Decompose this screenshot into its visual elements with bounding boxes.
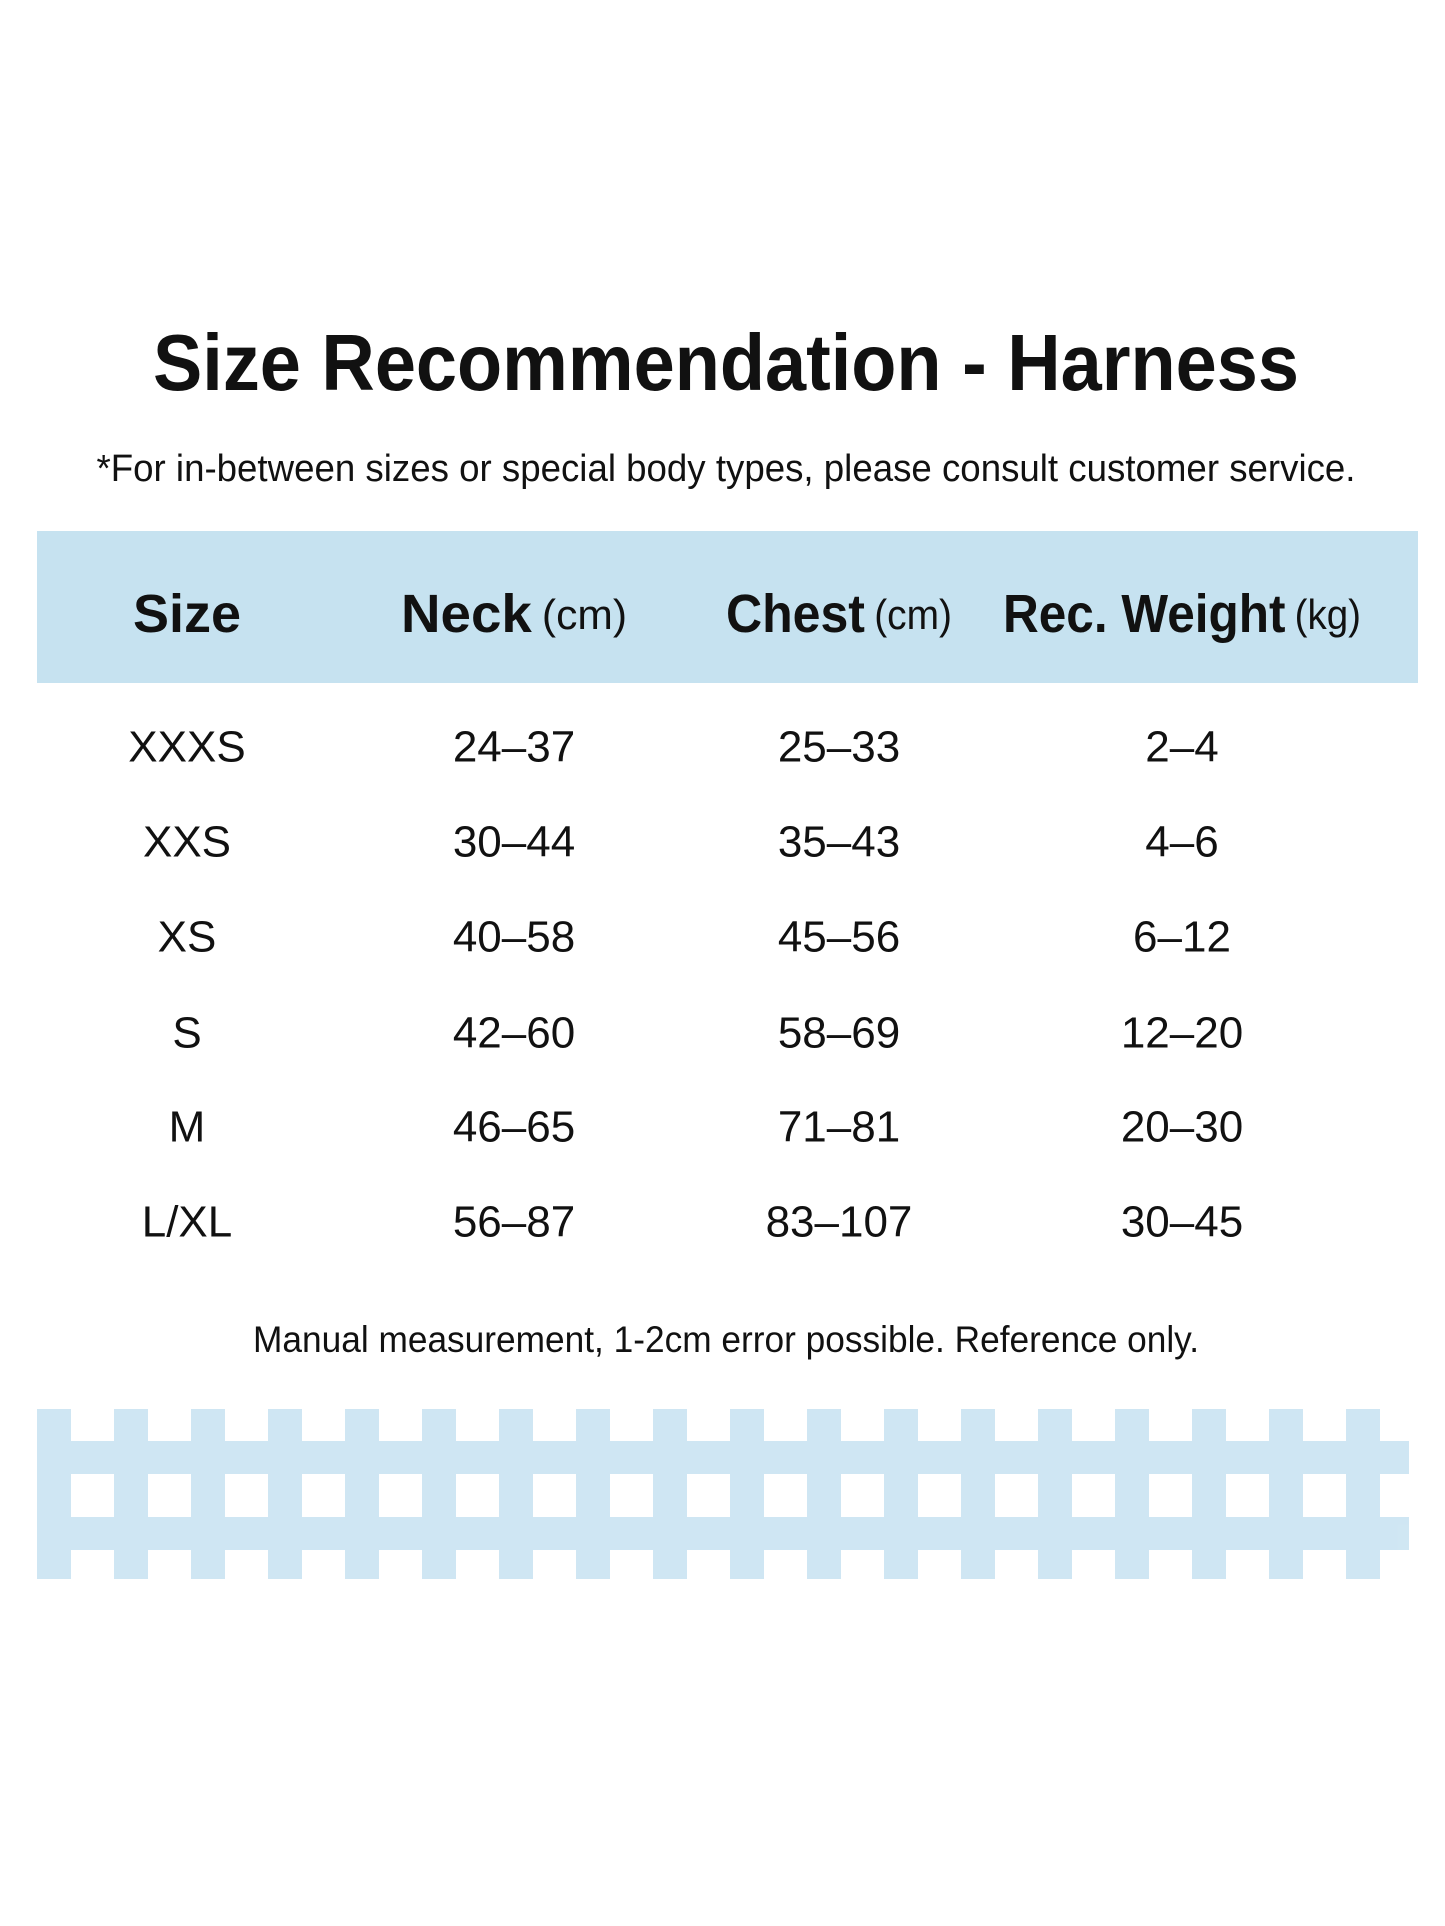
table-cell: 46–65: [453, 1103, 575, 1152]
gingham-stripe: [37, 1409, 71, 1579]
gingham-band: [37, 1517, 1409, 1550]
column-header: Chest(cm): [726, 584, 952, 644]
gingham-stripe: [653, 1409, 687, 1579]
column-label: Chest: [726, 584, 865, 644]
column-unit: (kg): [1295, 591, 1361, 638]
table-cell: 6–12: [1133, 913, 1231, 962]
gingham-stripe: [1115, 1409, 1149, 1579]
gingham-pattern: [37, 1409, 1409, 1579]
gingham-stripe: [884, 1409, 918, 1579]
table-cell: 71–81: [778, 1103, 900, 1152]
gingham-stripe: [1192, 1409, 1226, 1579]
table-cell: 12–20: [1121, 1009, 1243, 1058]
header-band: [37, 531, 1418, 683]
table-cell: M: [169, 1103, 206, 1152]
table-cell: 58–69: [778, 1009, 900, 1058]
table-cell: 42–60: [453, 1009, 575, 1058]
column-unit: (cm): [542, 591, 627, 638]
table-cell: 45–56: [778, 913, 900, 962]
column-header: Size: [133, 584, 241, 644]
column-label: Neck: [401, 584, 533, 644]
table-cell: 4–6: [1145, 818, 1218, 867]
table-cell: XS: [158, 913, 217, 962]
table-cell: 30–45: [1121, 1198, 1243, 1247]
table-cell: 35–43: [778, 818, 900, 867]
gingham-stripe: [961, 1409, 995, 1579]
subtitle: *For in-between sizes or special body ty…: [97, 448, 1356, 490]
table-cell: 25–33: [778, 723, 900, 772]
gingham-stripe: [730, 1409, 764, 1579]
gingham-stripe: [499, 1409, 533, 1579]
gingham-stripe: [1346, 1409, 1380, 1579]
table-cell: L/XL: [142, 1198, 233, 1247]
table-cell: 20–30: [1121, 1103, 1243, 1152]
gingham-stripe: [1038, 1409, 1072, 1579]
gingham-stripe: [576, 1409, 610, 1579]
table-cell: S: [172, 1009, 201, 1058]
table-cell: XXS: [143, 818, 231, 867]
gingham-stripe: [1269, 1409, 1303, 1579]
column-label: Size: [133, 584, 241, 644]
table-cell: 40–58: [453, 913, 575, 962]
table-cell: 30–44: [453, 818, 575, 867]
gingham-stripe: [114, 1409, 148, 1579]
table-cell: XXXS: [128, 723, 245, 772]
table-cell: 83–107: [766, 1198, 913, 1247]
gingham-stripe: [345, 1409, 379, 1579]
table-cell: 56–87: [453, 1198, 575, 1247]
gingham-stripe: [268, 1409, 302, 1579]
title: Size Recommendation - Harness: [153, 318, 1299, 407]
gingham-stripe: [422, 1409, 456, 1579]
column-header: Rec. Weight(kg): [1003, 584, 1361, 644]
table-cell: 2–4: [1145, 723, 1218, 772]
gingham-stripe: [807, 1409, 841, 1579]
column-unit: (cm): [874, 591, 952, 638]
gingham-stripe: [191, 1409, 225, 1579]
column-header: Neck (cm): [401, 584, 627, 644]
column-label: Rec. Weight: [1003, 584, 1285, 644]
gingham-band: [37, 1441, 1409, 1474]
footer-note: Manual measurement, 1-2cm error possible…: [253, 1319, 1199, 1360]
table-cell: 24–37: [453, 723, 575, 772]
